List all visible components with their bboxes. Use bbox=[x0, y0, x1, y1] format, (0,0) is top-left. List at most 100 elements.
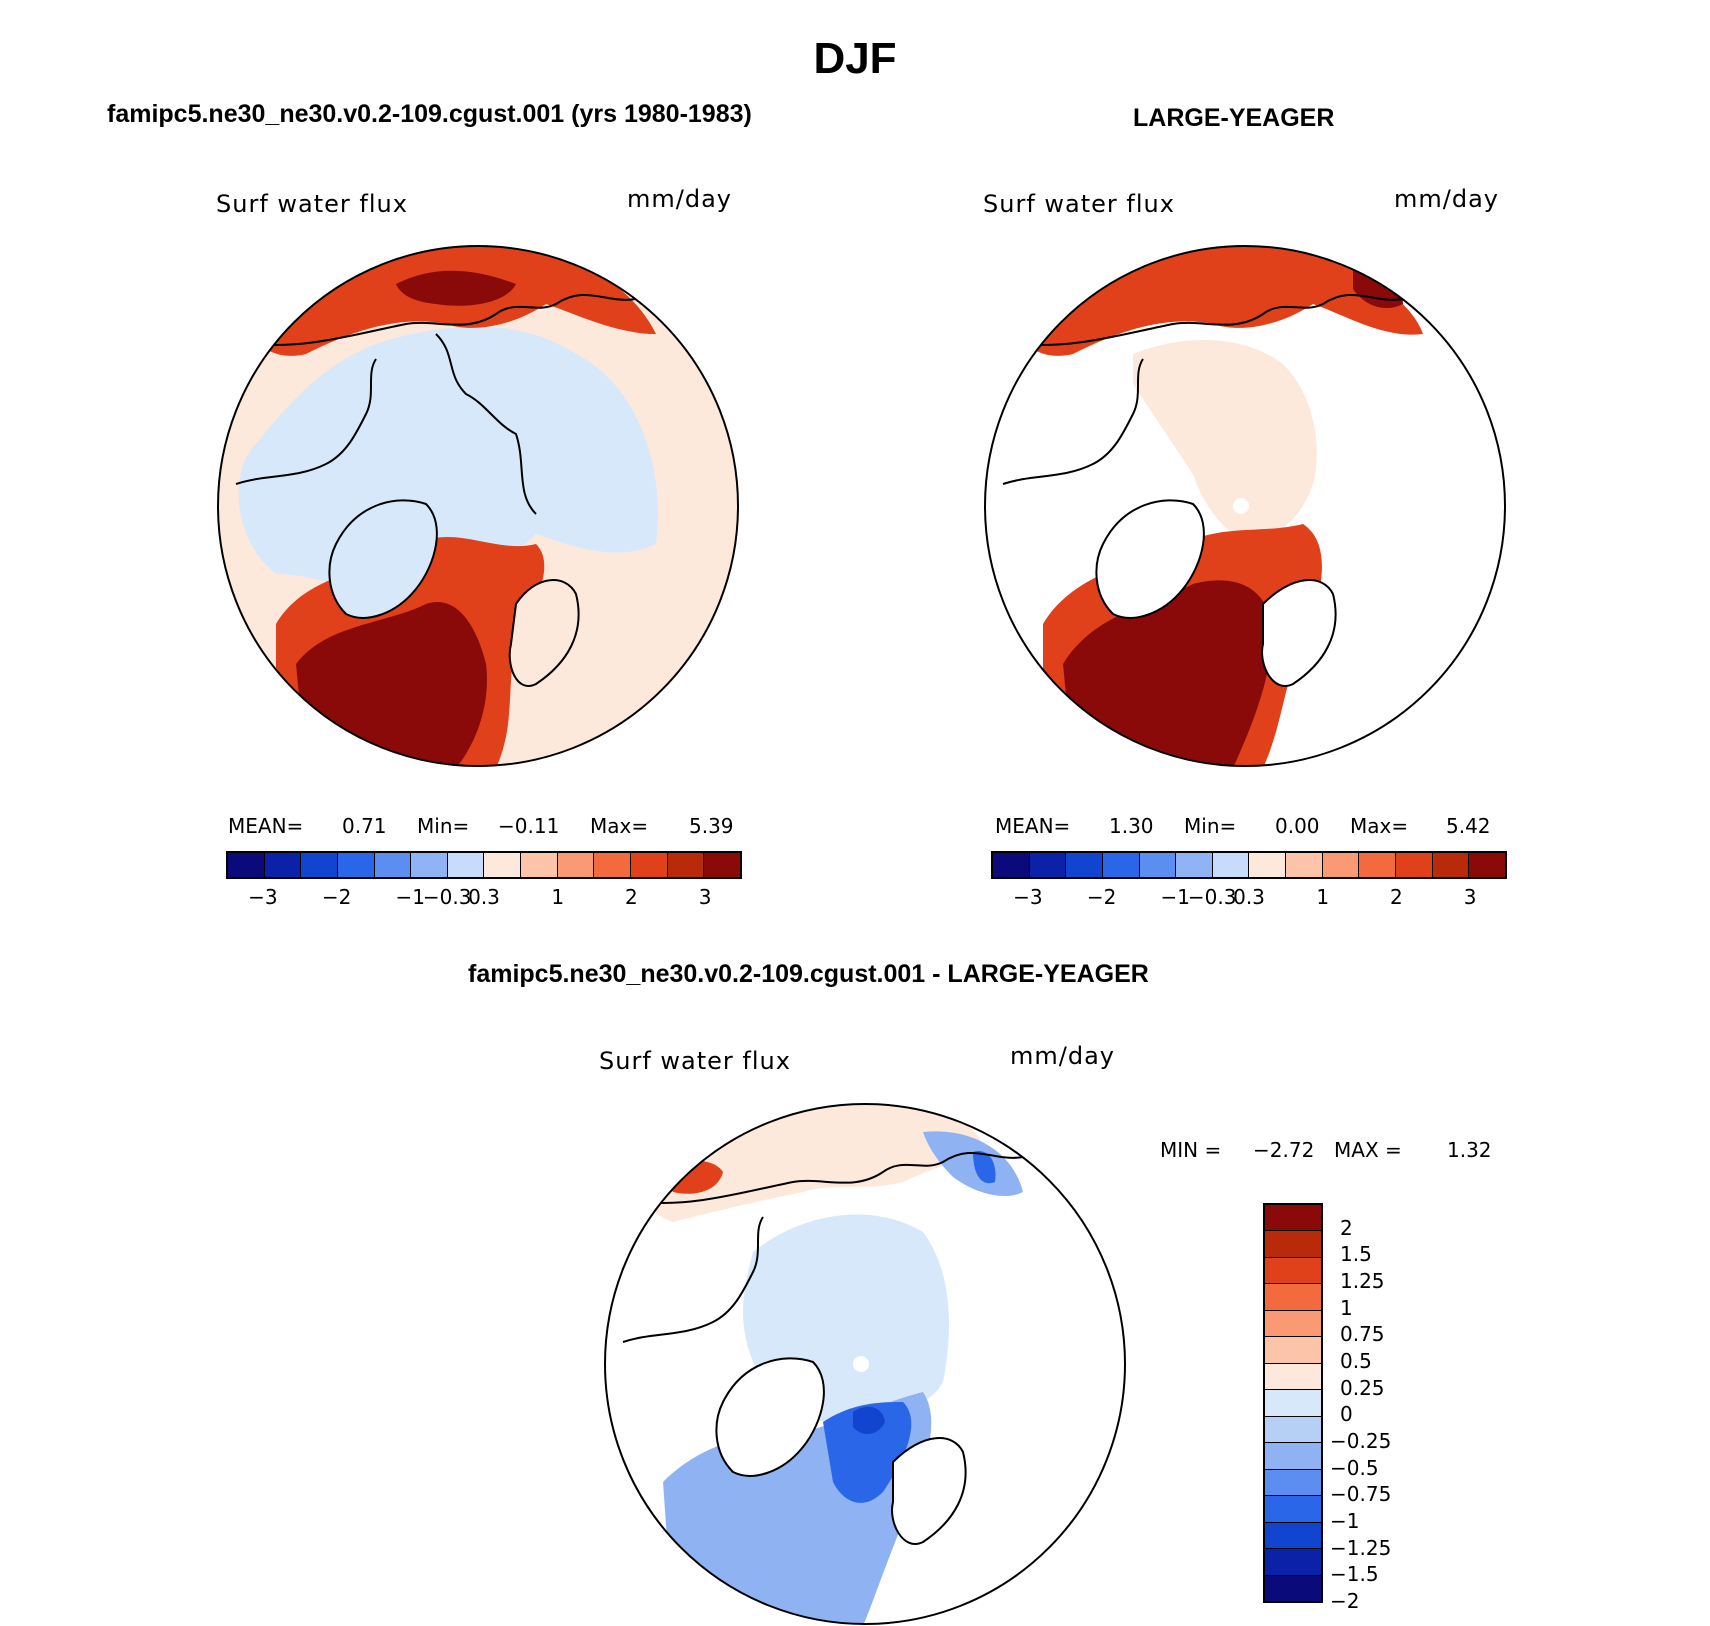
panel3-colorbar-tick-label: −1 bbox=[1330, 1509, 1360, 1533]
panel2-darkred-atlantic bbox=[1063, 580, 1273, 766]
panel2-colorbar-swatch bbox=[993, 853, 1030, 877]
panel3-colorbar-tick-label: 2 bbox=[1340, 1215, 1353, 1240]
panel3-colorbar-swatch bbox=[1265, 1310, 1321, 1338]
panel3-colorbar-swatch bbox=[1265, 1496, 1321, 1523]
panel1-colorbar-tick-label: −1 bbox=[395, 885, 426, 909]
panel2-colorbar-swatch bbox=[1029, 853, 1067, 877]
panel2-colorbar-tick-label: 3 bbox=[1463, 885, 1477, 909]
panel3-pole-hole bbox=[853, 1356, 869, 1372]
panel3-colorbar-swatch bbox=[1265, 1205, 1321, 1232]
panel2-polar-map bbox=[984, 245, 1506, 767]
panel1-colorbar: −3 −2 −1 −0.3 0.3 1 2 3 bbox=[226, 851, 742, 909]
panel2-stats-min: 0.00 bbox=[1275, 814, 1320, 838]
panel3-scandinavia bbox=[891, 1437, 967, 1545]
panel1-title: famipc5.ne30_ne30.v0.2-109.cgust.001 (yr… bbox=[107, 100, 752, 128]
panel1-coast-canada bbox=[235, 358, 377, 485]
panel2-colorbar-swatch bbox=[1249, 853, 1287, 877]
panel2-colorbar-swatch bbox=[1176, 853, 1213, 877]
panel1-stats-max-label: Max= bbox=[590, 814, 649, 838]
panel2-colorbar-tick-label: −0.3 bbox=[1187, 885, 1237, 909]
panel1-polar-map bbox=[217, 245, 739, 767]
panel1-variable-label: Surf water flux bbox=[216, 190, 408, 218]
panel2-colorbar-swatch bbox=[1359, 853, 1397, 877]
panel1-colorbar-tick-label: 0.3 bbox=[468, 885, 500, 909]
panel3-colorbar-tick-label: −2 bbox=[1330, 1589, 1360, 1613]
panel2-colorbar-swatch bbox=[1322, 853, 1360, 877]
panel3-title: famipc5.ne30_ne30.v0.2-109.cgust.001 - L… bbox=[468, 960, 1149, 988]
panel3-colorbar-swatch bbox=[1265, 1416, 1321, 1444]
panel3-colorbar-swatch bbox=[1265, 1390, 1321, 1417]
panel1-colorbar-swatch bbox=[667, 853, 705, 877]
panel1-stats-max: 5.39 bbox=[689, 814, 734, 838]
panel1-colorbar-swatch bbox=[594, 853, 632, 877]
panel2-coast-north bbox=[1022, 294, 1404, 346]
panel3-colorbar-swatch bbox=[1265, 1257, 1321, 1285]
panel2-coast-canada bbox=[1002, 358, 1144, 485]
panel1-colorbar-tick-label: −3 bbox=[248, 885, 278, 909]
panel1-darkred-atlantic bbox=[296, 602, 487, 766]
panel1-stats-mean: 0.71 bbox=[342, 814, 387, 838]
panel1-darkred-north bbox=[396, 270, 516, 306]
panel3-colorbar-tick-label: 1.25 bbox=[1340, 1269, 1385, 1293]
panel3-colorbar-labels: 2 1.5 1.25 1 0.75 0.5 0.25 0 −0.25 −0.5 −0.75 −1 −1.… bbox=[1330, 1203, 1430, 1613]
panel3-colorbar-swatch bbox=[1265, 1549, 1321, 1576]
panel3-variable-label: Surf water flux bbox=[599, 1047, 791, 1075]
panel1-colorbar-tick-label: 3 bbox=[698, 885, 712, 909]
panel2-colorbar-swatch bbox=[1432, 853, 1470, 877]
panel1-colorbar-swatch bbox=[704, 853, 740, 877]
panel3-darker-blue-spot bbox=[853, 1406, 885, 1434]
panel1-greenland bbox=[328, 499, 438, 619]
panel1-colorbar-tick-label: −2 bbox=[321, 885, 352, 909]
panel3-colorbar-tick-label: 0.75 bbox=[1340, 1322, 1385, 1347]
panel3-dark-blue-northeast bbox=[973, 1151, 996, 1184]
panel3-stats-max: 1.32 bbox=[1447, 1138, 1492, 1162]
panel3-colorbar-swatch bbox=[1265, 1337, 1321, 1364]
panel1-stats-min: −0.11 bbox=[498, 814, 560, 838]
panel1-colorbar-swatch bbox=[264, 853, 302, 877]
panel2-stats-mean: 1.30 bbox=[1109, 814, 1154, 838]
panel1-coast-north bbox=[255, 294, 637, 346]
panel1-colorbar-swatch bbox=[411, 853, 448, 877]
panel1-stats-min-label: Min= bbox=[417, 814, 470, 838]
panel1-units-label: mm/day bbox=[627, 185, 732, 213]
panel2-colorbar-tick-label: −2 bbox=[1086, 885, 1117, 909]
panel3-colorbar-swatch bbox=[1265, 1469, 1321, 1497]
panel3-coast-canada bbox=[622, 1216, 764, 1343]
panel2-colorbar-tick-label: 2 bbox=[1390, 885, 1403, 909]
panel2-colorbar-tick-label: 1 bbox=[1316, 885, 1330, 909]
panel1-colorbar-tick-label: 2 bbox=[625, 885, 638, 909]
panel3-greenland bbox=[715, 1357, 825, 1477]
panel1-colorbar-tick-label: 1 bbox=[551, 885, 565, 909]
panel3-colorbar-swatch bbox=[1265, 1522, 1321, 1550]
panel2-colorbar-tick-label: −3 bbox=[1013, 885, 1043, 909]
panel2-greenland bbox=[1095, 499, 1205, 619]
panel2-colorbar-swatch bbox=[1286, 853, 1323, 877]
panel3-colorbar-swatch bbox=[1265, 1284, 1321, 1311]
panel1-colorbar-swatch bbox=[521, 853, 558, 877]
panel3-units-label: mm/day bbox=[1010, 1042, 1115, 1070]
panel2-title: LARGE-YEAGER bbox=[1133, 104, 1335, 132]
panel2-stats-min-label: Min= bbox=[1184, 814, 1237, 838]
panel3-colorbar-tick-label: 1 bbox=[1340, 1295, 1353, 1320]
panel1-colorbar-swatch bbox=[447, 853, 485, 877]
panel2-stats-max-label: Max= bbox=[1350, 814, 1409, 838]
panel3-colorbar-swatch bbox=[1265, 1363, 1321, 1391]
panel3-colorbar-tick-label: −0.25 bbox=[1330, 1429, 1392, 1453]
panel3-stats-max-label: MAX = bbox=[1334, 1138, 1402, 1162]
panel1-colorbar-swatch bbox=[557, 853, 595, 877]
figure-title: DJF bbox=[813, 34, 897, 83]
panel2-stats-max: 5.42 bbox=[1446, 814, 1491, 838]
panel2-colorbar-tick-label: 0.3 bbox=[1233, 885, 1265, 909]
panel2-variable-label: Surf water flux bbox=[983, 190, 1175, 218]
panel2-map-border bbox=[984, 245, 1506, 767]
panel2-colorbar: −3 −2 −1 −0.3 0.3 1 2 3 bbox=[991, 851, 1507, 909]
panel2-ocean-north bbox=[1133, 340, 1317, 544]
panel2-pole-hole bbox=[1233, 498, 1249, 514]
panel3-coast-north bbox=[642, 1152, 1024, 1204]
panel2-colorbar-swatch bbox=[1102, 853, 1140, 877]
panel1-scandinavia bbox=[508, 579, 580, 687]
panel3-colorbar-swatch bbox=[1265, 1231, 1321, 1258]
panel3-stats-min: −2.72 bbox=[1253, 1138, 1315, 1162]
panel2-colorbar-swatch bbox=[1066, 853, 1103, 877]
panel1-colorbar-swatch bbox=[374, 853, 412, 877]
